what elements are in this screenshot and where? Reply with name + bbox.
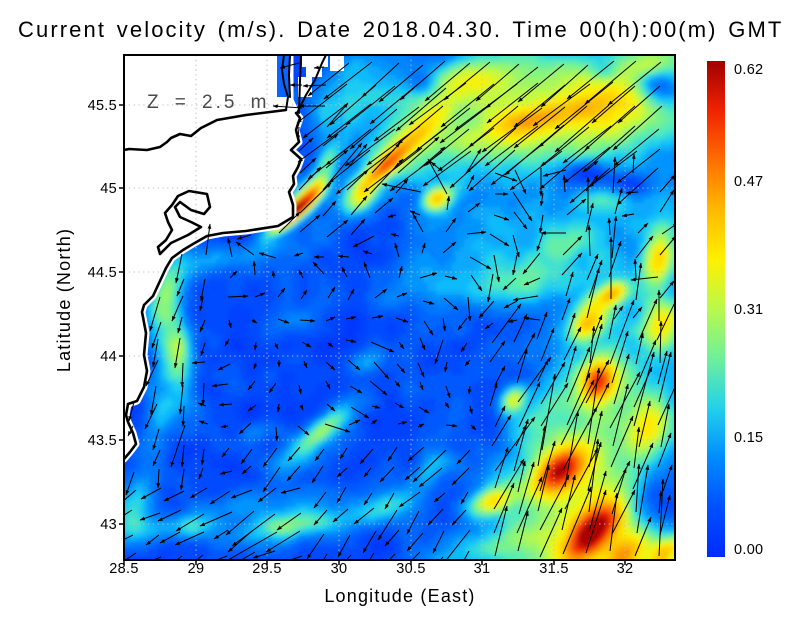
svg-text:Current velocity (m/s). Date 2: Current velocity (m/s). Date 2018.04.30.… bbox=[18, 17, 783, 42]
